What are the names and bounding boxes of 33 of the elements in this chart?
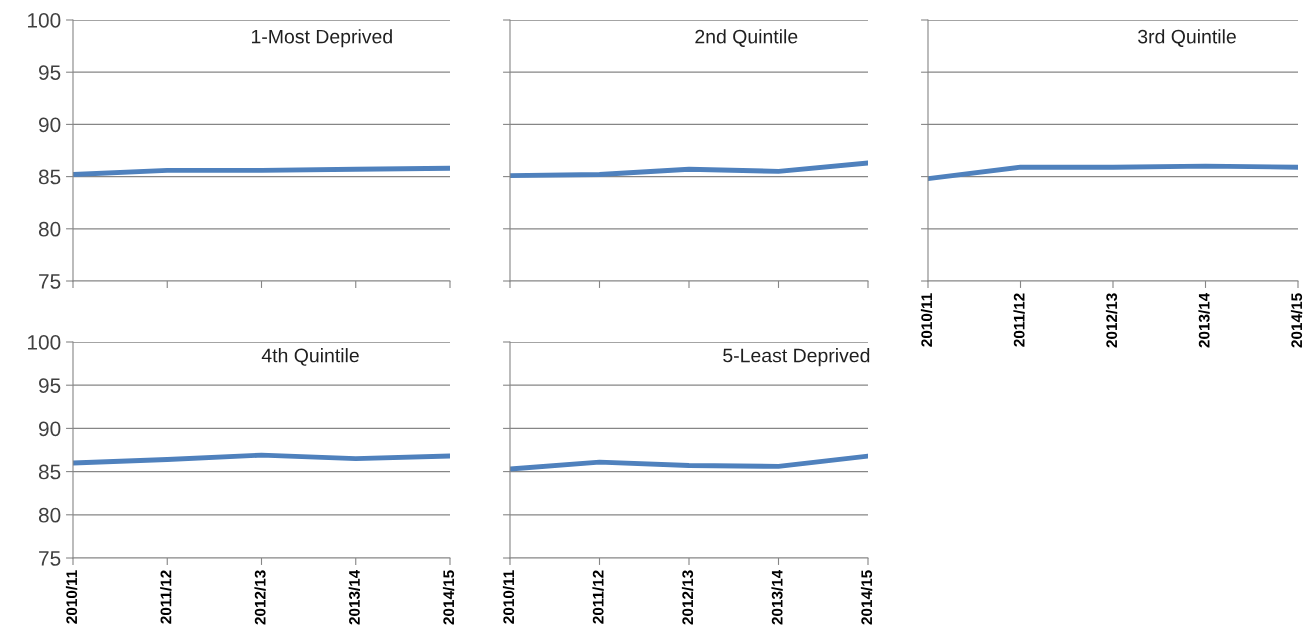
chart-title: 1-Most Deprived bbox=[251, 29, 392, 48]
y-tick-label: 80 bbox=[38, 221, 61, 237]
y-tick-label: 85 bbox=[38, 169, 61, 185]
x-tick-label: 2013/14 bbox=[348, 569, 361, 625]
y-tick-label: 95 bbox=[39, 65, 61, 80]
x-tick-label: 2012/13 bbox=[254, 570, 266, 625]
x-tick-label: 2011/12 bbox=[160, 570, 172, 624]
x-tick-label: 2014/15 bbox=[1290, 293, 1303, 348]
x-tick-label: 2013/14 bbox=[771, 569, 783, 625]
x-tick-label: 2011/12 bbox=[592, 570, 604, 624]
x-tick-label: 2010/11 bbox=[65, 570, 78, 624]
x-tick-label: 2012/13 bbox=[1105, 293, 1118, 348]
y-tick-label: 75 bbox=[39, 551, 61, 566]
y-tick-label: 90 bbox=[39, 421, 61, 437]
y-tick-label: 100 bbox=[28, 335, 61, 350]
y-tick-label: 80 bbox=[38, 507, 61, 523]
y-tick-label: 90 bbox=[39, 117, 61, 133]
chart-title: 3rd Quintile bbox=[1138, 29, 1236, 47]
x-tick-label: 2014/15 bbox=[442, 570, 455, 625]
y-tick-label: 100 bbox=[28, 13, 61, 28]
chart-title: 4th Quintile bbox=[261, 348, 359, 366]
y-tick-label: 95 bbox=[39, 378, 61, 393]
y-tick-label: 75 bbox=[39, 274, 61, 289]
chart-title: 2nd Quintile bbox=[695, 29, 798, 47]
x-tick-label: 2011/12 bbox=[1013, 293, 1025, 347]
y-tick-label: 85 bbox=[38, 464, 61, 480]
line-series bbox=[73, 452, 450, 466]
x-tick-label: 2013/14 bbox=[1198, 292, 1210, 348]
x-tick-label: 2010/11 bbox=[502, 570, 515, 624]
x-tick-label: 2010/11 bbox=[920, 293, 933, 347]
x-tick-label: 2012/13 bbox=[681, 570, 694, 625]
chart-title: 5-Least Deprived bbox=[723, 348, 870, 367]
x-tick-label: 2014/15 bbox=[860, 570, 873, 625]
